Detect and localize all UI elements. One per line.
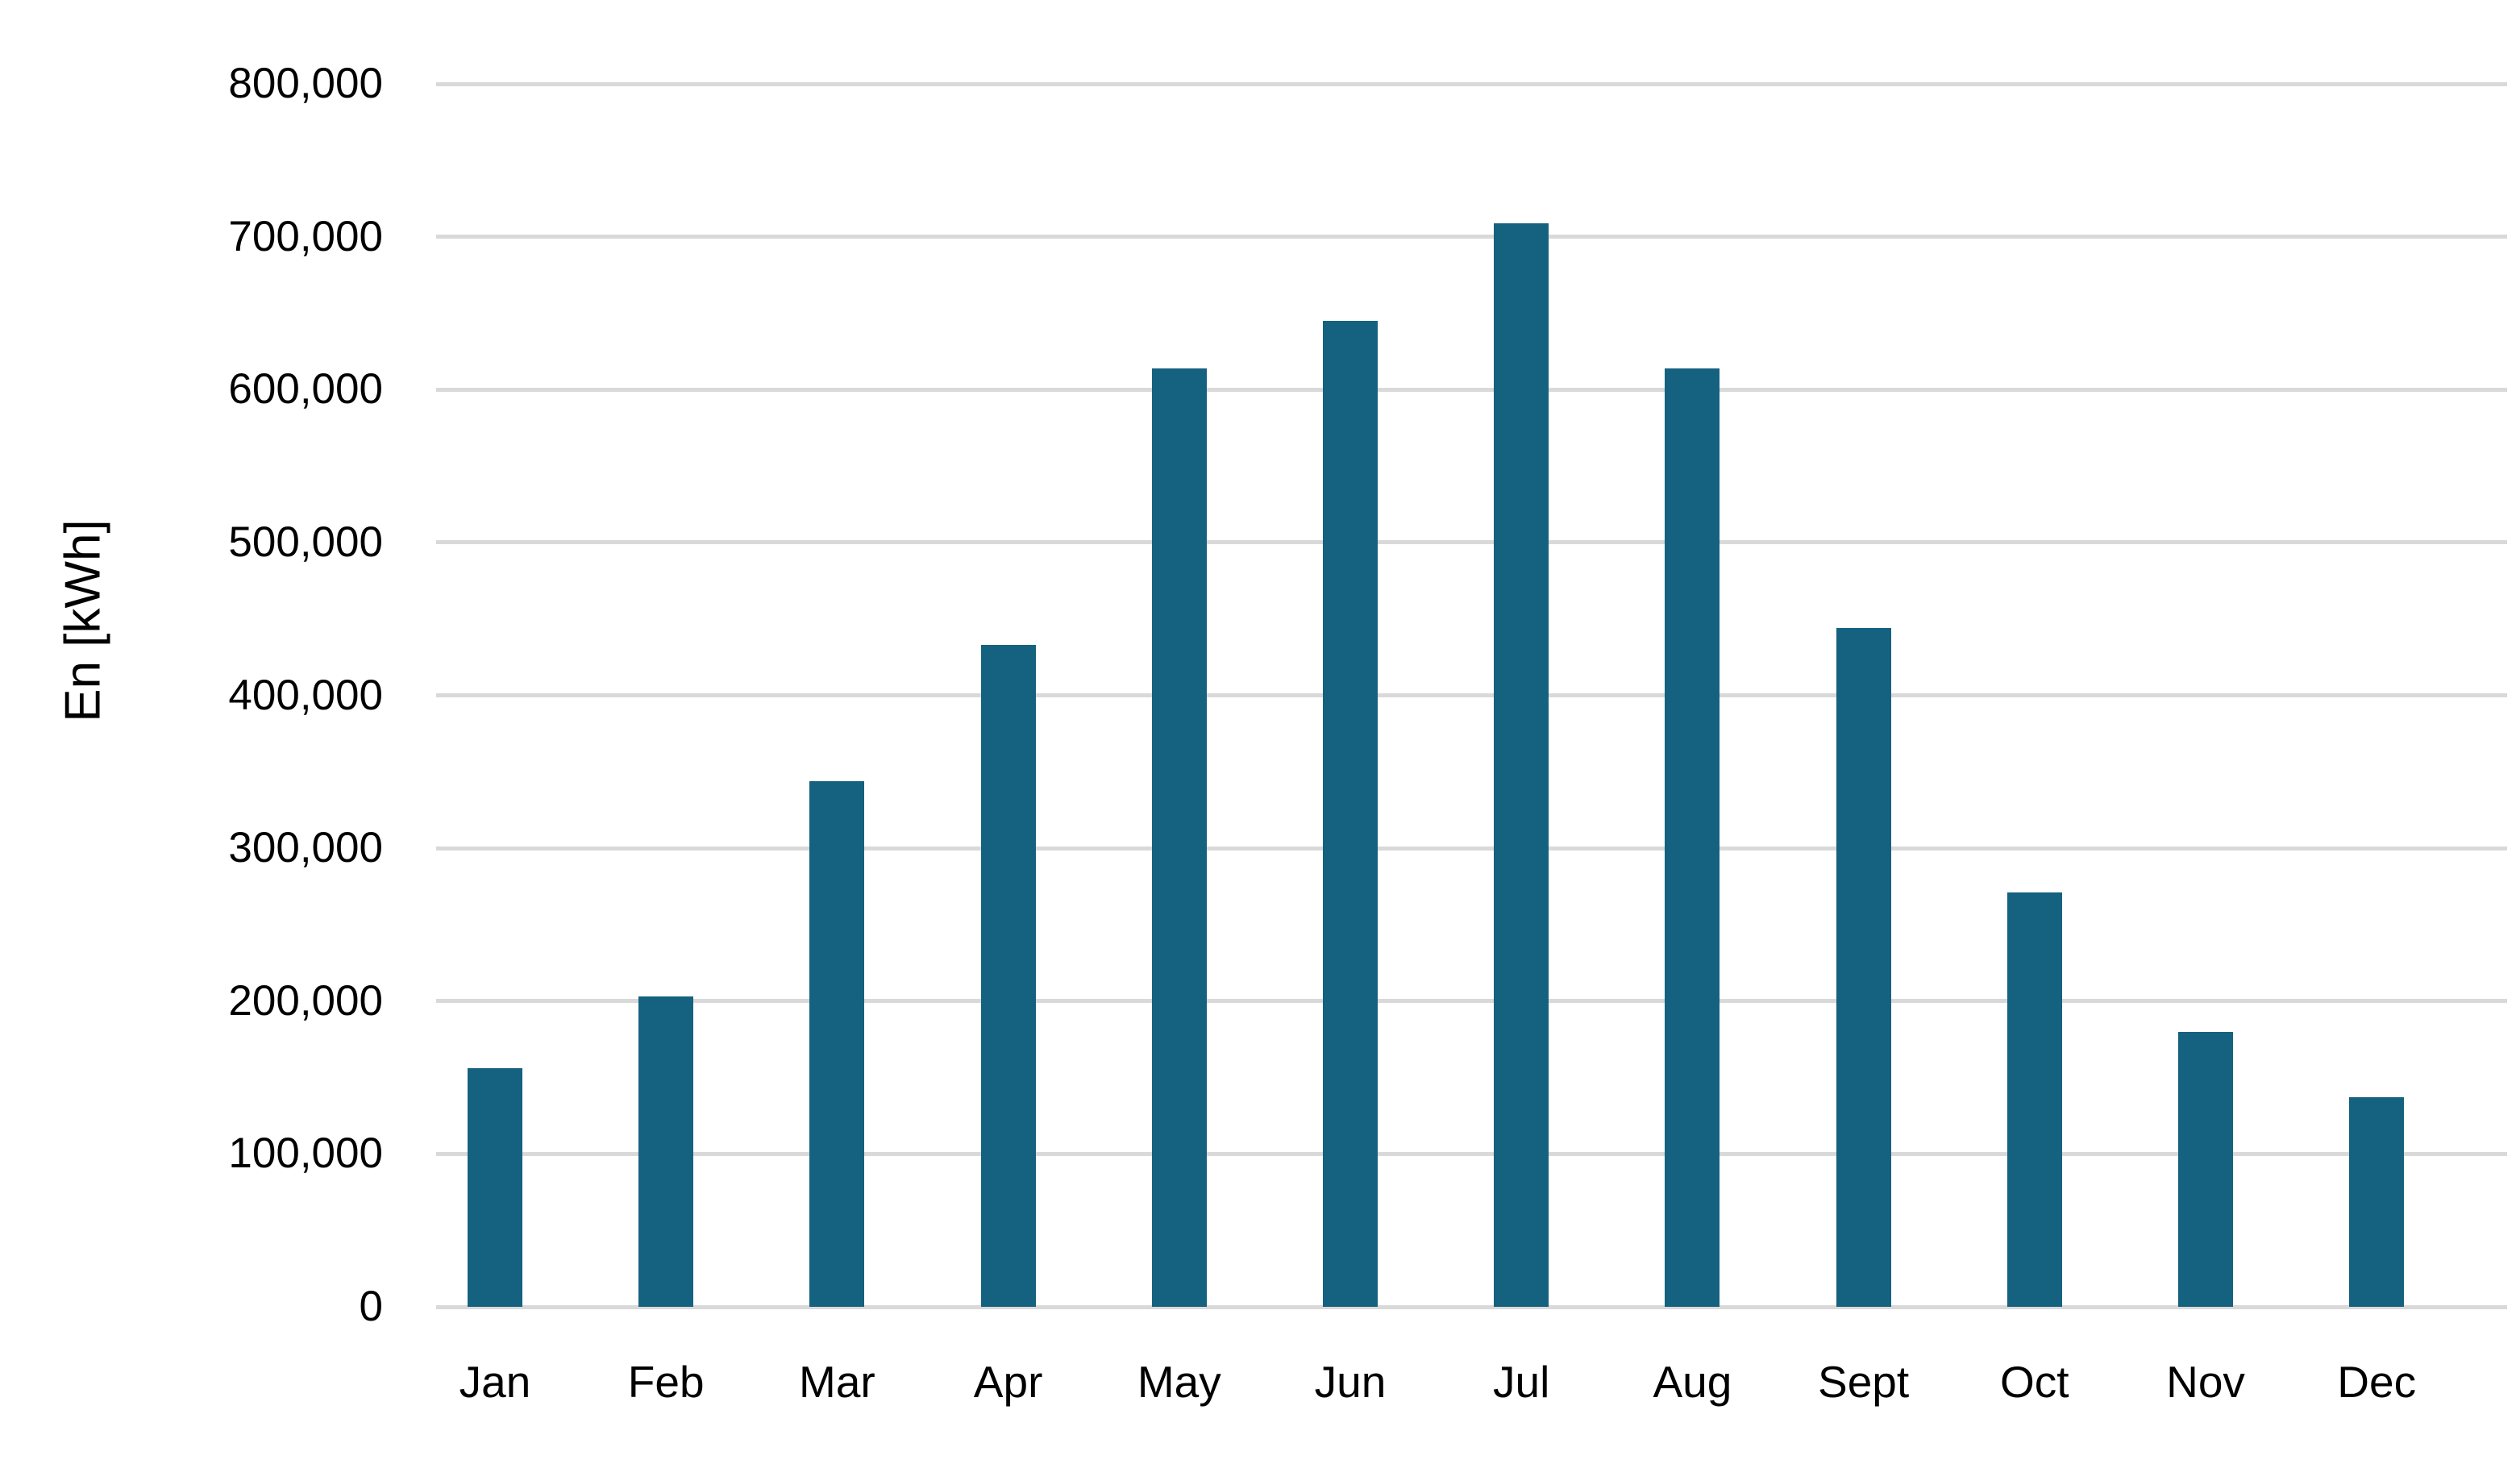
gridline <box>436 540 2507 545</box>
gridline <box>436 235 2507 239</box>
y-tick-label: 0 <box>359 1283 383 1330</box>
y-tick-label: 500,000 <box>228 518 383 566</box>
gridline <box>436 1151 2507 1156</box>
gridline <box>436 846 2507 851</box>
bar <box>980 644 1036 1307</box>
bar <box>809 780 865 1307</box>
x-tick-label: Jul <box>1493 1357 1550 1407</box>
x-tick-label: Feb <box>627 1357 705 1407</box>
bar <box>468 1068 522 1307</box>
x-tick-label: Dec <box>2337 1357 2417 1407</box>
bar <box>2006 892 2062 1307</box>
bar <box>1323 320 1378 1307</box>
bar <box>1836 628 1891 1307</box>
y-tick-label: 400,000 <box>228 671 383 719</box>
x-tick-label: Nov <box>2166 1357 2245 1407</box>
bar <box>1665 368 1720 1307</box>
gridline <box>436 387 2507 392</box>
y-tick-label: 600,000 <box>228 365 383 414</box>
gridline <box>436 999 2507 1004</box>
gridline <box>436 1304 2507 1309</box>
y-tick-label: 700,000 <box>228 212 383 260</box>
gridline <box>436 81 2507 86</box>
gridline <box>436 693 2507 697</box>
bar <box>1151 368 1207 1307</box>
y-tick-label: 100,000 <box>228 1129 383 1178</box>
x-tick-label: Sept <box>1818 1357 1910 1407</box>
x-tick-label: May <box>1137 1357 1221 1407</box>
y-tick-label: 300,000 <box>228 824 383 872</box>
y-tick-label: 200,000 <box>228 976 383 1025</box>
bar <box>2178 1031 2233 1307</box>
y-tick-label: 800,000 <box>228 60 383 107</box>
bar <box>638 996 694 1307</box>
x-tick-label: Apr <box>973 1357 1043 1407</box>
x-tick-label: Aug <box>1653 1357 1732 1407</box>
x-tick-label: Jan <box>459 1357 531 1407</box>
x-tick-label: Jun <box>1314 1357 1387 1407</box>
x-tick-label: Oct <box>2000 1357 2069 1407</box>
x-tick-label: Mar <box>799 1357 875 1407</box>
bar <box>2349 1097 2405 1307</box>
bar <box>1494 223 1549 1307</box>
